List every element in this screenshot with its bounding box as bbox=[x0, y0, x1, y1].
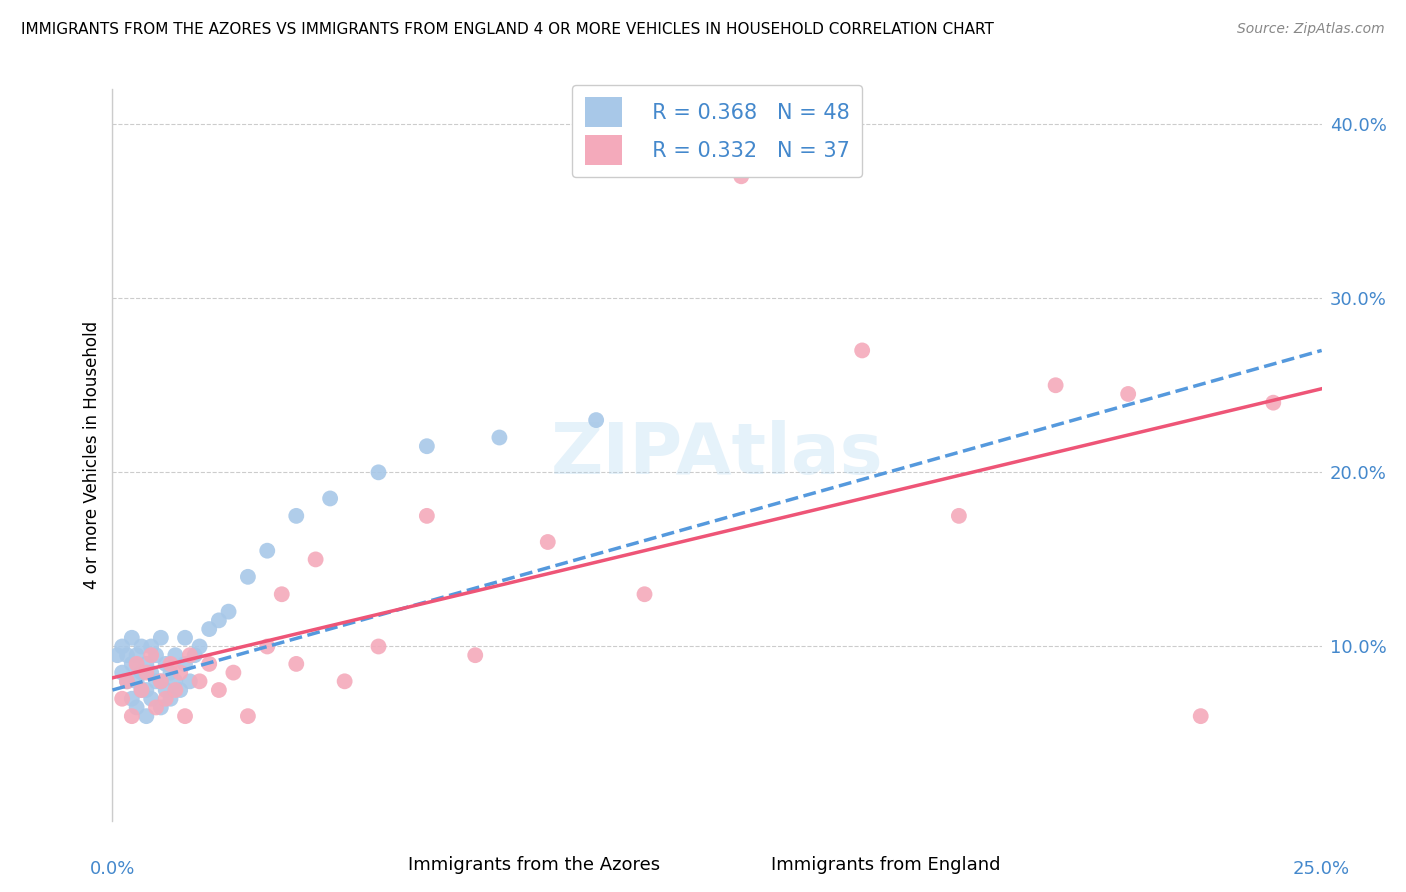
Point bbox=[183, 648, 205, 663]
Point bbox=[188, 674, 211, 689]
Point bbox=[165, 648, 187, 663]
Point bbox=[948, 508, 970, 523]
Point bbox=[149, 631, 172, 645]
Point bbox=[135, 657, 157, 671]
Point bbox=[121, 691, 143, 706]
Point bbox=[174, 657, 197, 671]
Point bbox=[125, 700, 148, 714]
Point bbox=[149, 674, 172, 689]
Point bbox=[218, 605, 240, 619]
Point bbox=[236, 709, 259, 723]
Point bbox=[115, 648, 138, 663]
Point bbox=[222, 665, 245, 680]
Legend:   R = 0.368   N = 48,   R = 0.332   N = 37: R = 0.368 N = 48, R = 0.332 N = 37 bbox=[572, 85, 862, 178]
Point bbox=[585, 413, 607, 427]
Point bbox=[1045, 378, 1067, 392]
Point bbox=[416, 439, 439, 453]
Point bbox=[270, 587, 292, 601]
Point bbox=[730, 169, 752, 184]
Point bbox=[285, 508, 308, 523]
Text: ZIPAtlas: ZIPAtlas bbox=[551, 420, 883, 490]
Point bbox=[111, 665, 134, 680]
Point bbox=[179, 674, 201, 689]
Point bbox=[135, 683, 157, 698]
Point bbox=[256, 543, 278, 558]
Point bbox=[131, 683, 153, 698]
Point bbox=[155, 691, 177, 706]
Point bbox=[174, 709, 197, 723]
Point bbox=[851, 343, 873, 358]
Point bbox=[236, 570, 259, 584]
Point bbox=[121, 657, 143, 671]
Text: 25.0%: 25.0% bbox=[1294, 860, 1350, 878]
Point bbox=[145, 700, 167, 714]
Point bbox=[135, 665, 157, 680]
Point bbox=[159, 657, 181, 671]
Point bbox=[121, 631, 143, 645]
Point bbox=[111, 640, 134, 654]
Point bbox=[1263, 395, 1285, 409]
Point bbox=[285, 657, 308, 671]
Point bbox=[174, 631, 197, 645]
Point bbox=[537, 535, 560, 549]
Point bbox=[179, 648, 201, 663]
Text: Immigrants from the Azores: Immigrants from the Azores bbox=[408, 856, 661, 874]
Point bbox=[155, 657, 177, 671]
Point bbox=[165, 674, 187, 689]
Point bbox=[149, 700, 172, 714]
Point bbox=[141, 691, 163, 706]
Point bbox=[105, 648, 128, 663]
Point bbox=[319, 491, 342, 506]
Point bbox=[125, 648, 148, 663]
Point bbox=[169, 665, 191, 680]
Point bbox=[367, 640, 389, 654]
Point bbox=[188, 640, 211, 654]
Point bbox=[333, 674, 356, 689]
Point bbox=[416, 508, 439, 523]
Text: Immigrants from England: Immigrants from England bbox=[770, 856, 1001, 874]
Point bbox=[111, 691, 134, 706]
Point bbox=[135, 709, 157, 723]
Point bbox=[633, 587, 655, 601]
Point bbox=[1116, 387, 1139, 401]
Point bbox=[155, 683, 177, 698]
Point bbox=[169, 683, 191, 698]
Point bbox=[131, 683, 153, 698]
Point bbox=[125, 657, 148, 671]
Point bbox=[304, 552, 326, 566]
Point bbox=[131, 640, 153, 654]
Point bbox=[256, 640, 278, 654]
Point bbox=[145, 648, 167, 663]
Point bbox=[131, 665, 153, 680]
Point bbox=[198, 622, 221, 636]
Point bbox=[125, 674, 148, 689]
Point bbox=[149, 674, 172, 689]
Point bbox=[141, 665, 163, 680]
Point bbox=[145, 674, 167, 689]
Point bbox=[115, 674, 138, 689]
Point bbox=[367, 466, 389, 480]
Point bbox=[208, 683, 231, 698]
Point bbox=[208, 613, 231, 627]
Point bbox=[159, 665, 181, 680]
Point bbox=[141, 640, 163, 654]
Point bbox=[121, 709, 143, 723]
Point bbox=[198, 657, 221, 671]
Point bbox=[141, 648, 163, 663]
Point bbox=[1189, 709, 1212, 723]
Text: 0.0%: 0.0% bbox=[90, 860, 135, 878]
Point bbox=[159, 691, 181, 706]
Point bbox=[165, 683, 187, 698]
Point bbox=[488, 430, 510, 444]
Y-axis label: 4 or more Vehicles in Household: 4 or more Vehicles in Household bbox=[83, 321, 101, 589]
Text: IMMIGRANTS FROM THE AZORES VS IMMIGRANTS FROM ENGLAND 4 OR MORE VEHICLES IN HOUS: IMMIGRANTS FROM THE AZORES VS IMMIGRANTS… bbox=[21, 22, 994, 37]
Text: Source: ZipAtlas.com: Source: ZipAtlas.com bbox=[1237, 22, 1385, 37]
Point bbox=[115, 674, 138, 689]
Point bbox=[464, 648, 486, 663]
